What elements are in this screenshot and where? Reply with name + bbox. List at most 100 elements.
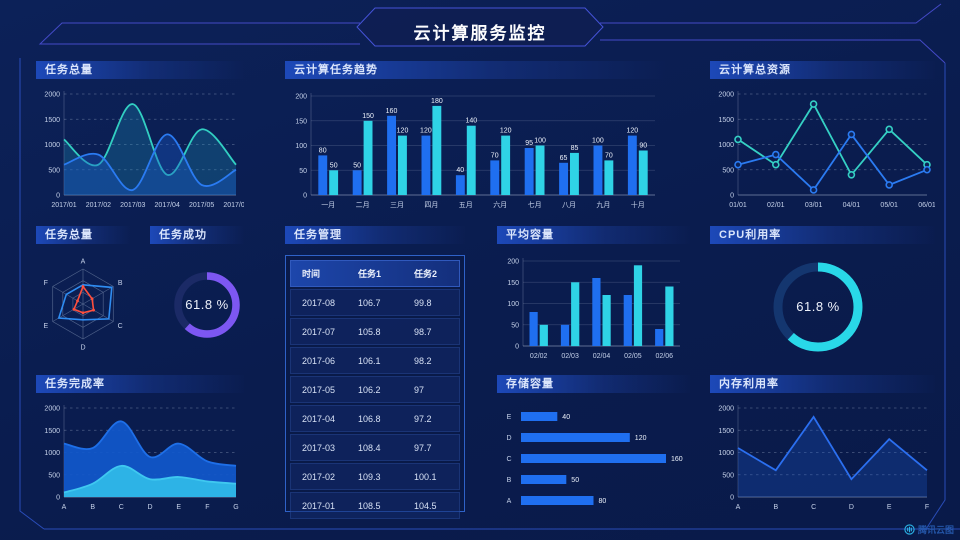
panel-task-total-line: 任务总量 0 500 1000 1500 2000 2017/01 2017/02 2017/… [36, 61, 249, 215]
svg-text:120: 120 [626, 128, 638, 135]
table-cell: 99.8 [414, 297, 432, 308]
svg-text:1500: 1500 [44, 117, 60, 124]
svg-text:2017/05: 2017/05 [189, 202, 214, 209]
watermark-logo-icon [904, 524, 915, 535]
panel-task-complete: 任务完成率 0 500 1000 1500 2000 A B C D E F G [36, 375, 244, 517]
svg-text:0: 0 [730, 193, 734, 200]
table-cell: 97.2 [414, 413, 432, 424]
panel-cpu-usage: CPU利用率 61.8 % [710, 226, 935, 366]
total-resource-line-svg: 0 500 1000 1500 2000 01/01 02/01 03/01 04/01 05/0… [718, 91, 936, 209]
page-title: 云计算服务监控 [413, 24, 547, 43]
table-cell: 100.1 [414, 471, 437, 482]
task-trend-bar-chart: 0 50 100 150 200 一月 二月 三月 四月 五月 六月 七月 八月 九月 十月 80 50 160 1… [285, 80, 665, 215]
svg-text:2017/04: 2017/04 [155, 202, 180, 209]
table-cell: 97 [414, 384, 425, 395]
svg-text:61.8 %: 61.8 % [796, 299, 839, 314]
svg-text:150: 150 [295, 118, 307, 125]
svg-text:D: D [147, 504, 152, 511]
svg-text:61.8 %: 61.8 % [185, 297, 228, 312]
svg-text:C: C [119, 504, 124, 511]
svg-text:B: B [773, 504, 778, 511]
table-row: 2017-01 108.5 104.5 [290, 492, 460, 519]
svg-text:05/01: 05/01 [880, 202, 898, 209]
panel-task-success: 任务成功 61.8 % [150, 226, 244, 370]
panel-title-memory: 内存利用率 [710, 375, 935, 393]
panel-title-task-success: 任务成功 [150, 226, 244, 244]
svg-text:0: 0 [730, 495, 734, 502]
task-complete-area-svg: 0 500 1000 1500 2000 A B C D E F G [44, 405, 239, 511]
svg-text:二月: 二月 [356, 201, 370, 209]
svg-text:01/01: 01/01 [729, 202, 747, 209]
panel-task-radar: 任务总量 A B C D E F [36, 226, 130, 370]
svg-text:140: 140 [465, 118, 477, 125]
panel-task-table: 任务管理 时间 任务1 任务2 2017-08 106.7 99.8 2017-07 105.… [285, 226, 465, 519]
svg-text:五月: 五月 [459, 201, 473, 209]
svg-text:2017/02: 2017/02 [86, 202, 111, 209]
table-row: 2017-07 105.8 98.7 [290, 318, 460, 345]
svg-text:1000: 1000 [44, 142, 60, 149]
task-success-gauge: 61.8 % [150, 245, 244, 370]
table-cell: 105.8 [358, 326, 381, 337]
svg-text:A: A [736, 504, 741, 511]
svg-text:F: F [205, 504, 209, 511]
storage-hbar-chart: A 80 B 50 C 160 D 120 E 40 [497, 394, 690, 517]
panel-title-storage: 存储容量 [497, 375, 690, 393]
svg-text:一月: 一月 [321, 201, 335, 209]
task-complete-area-chart: 0 500 1000 1500 2000 A B C D E F G [36, 394, 244, 517]
svg-text:50: 50 [571, 477, 579, 484]
table-cell: 106.1 [358, 355, 381, 366]
table-cell: 104.5 [414, 500, 437, 511]
svg-text:D: D [849, 504, 854, 511]
svg-text:2017/03: 2017/03 [120, 202, 145, 209]
panel-storage: 存储容量 A 80 B 50 C 160 D 120 E 40 [497, 375, 690, 517]
svg-text:0: 0 [303, 193, 307, 200]
svg-text:02/03: 02/03 [561, 353, 579, 360]
total-resource-line-chart: 0 500 1000 1500 2000 01/01 02/01 03/01 04/01 05/0… [710, 80, 936, 215]
svg-text:70: 70 [605, 152, 613, 159]
svg-text:C: C [506, 456, 511, 463]
svg-text:100: 100 [507, 301, 519, 308]
svg-text:200: 200 [295, 94, 307, 101]
table-row: 2017-06 106.1 98.2 [290, 347, 460, 374]
svg-text:1500: 1500 [718, 117, 734, 124]
table-cell: 2017-01 [302, 500, 336, 511]
panel-memory: 内存利用率 0 500 1000 1500 2000 A B C D E F [710, 375, 935, 517]
svg-text:100: 100 [534, 138, 546, 145]
task-management-table: 时间 任务1 任务2 2017-08 106.7 99.8 2017-07 105.8 98.7… [285, 255, 465, 519]
svg-text:160: 160 [386, 108, 398, 115]
panel-title-cpu-usage: CPU利用率 [710, 226, 935, 244]
task-radar-svg: A B C D E F [43, 259, 122, 352]
task-radar-chart: A B C D E F [36, 245, 130, 370]
svg-text:六月: 六月 [493, 200, 507, 209]
panel-avg-capacity: 平均容量 0 50 100 150 200 02/02 02/03 02/04 02/05 02/… [497, 226, 690, 366]
svg-text:500: 500 [48, 167, 60, 174]
svg-text:B: B [90, 504, 95, 511]
table-cell: 106.7 [358, 297, 381, 308]
watermark: 腾讯云图 [904, 523, 954, 536]
svg-text:E: E [176, 504, 181, 511]
table-cell: 108.4 [358, 442, 381, 453]
avg-capacity-bar-svg: 0 50 100 150 200 02/02 02/03 02/04 02/05 02/06 [507, 258, 680, 360]
storage-hbar-svg: A 80 B 50 C 160 D 120 E 40 [506, 412, 683, 505]
svg-text:85: 85 [571, 145, 579, 152]
svg-text:八月: 八月 [562, 201, 576, 209]
svg-text:95: 95 [525, 140, 533, 147]
svg-text:1000: 1000 [44, 450, 60, 457]
table-row: 2017-03 108.4 97.7 [290, 434, 460, 461]
panel-title-task-complete: 任务完成率 [36, 375, 244, 393]
svg-text:F: F [44, 280, 48, 287]
svg-text:50: 50 [353, 162, 361, 169]
svg-text:02/01: 02/01 [767, 202, 785, 209]
table-row: 2017-08 106.7 99.8 [290, 289, 460, 316]
svg-text:80: 80 [319, 147, 327, 154]
svg-text:50: 50 [299, 168, 307, 175]
svg-text:0: 0 [56, 495, 60, 502]
svg-text:D: D [80, 345, 85, 352]
task-trend-bar-svg: 0 50 100 150 200 一月 二月 三月 四月 五月 六月 七月 八月 九月 十月 80 50 160 1… [295, 93, 655, 209]
svg-text:E: E [887, 504, 892, 511]
table-cell: 108.5 [358, 500, 381, 511]
svg-text:0: 0 [515, 344, 519, 351]
svg-text:120: 120 [500, 128, 512, 135]
svg-text:150: 150 [507, 280, 519, 287]
